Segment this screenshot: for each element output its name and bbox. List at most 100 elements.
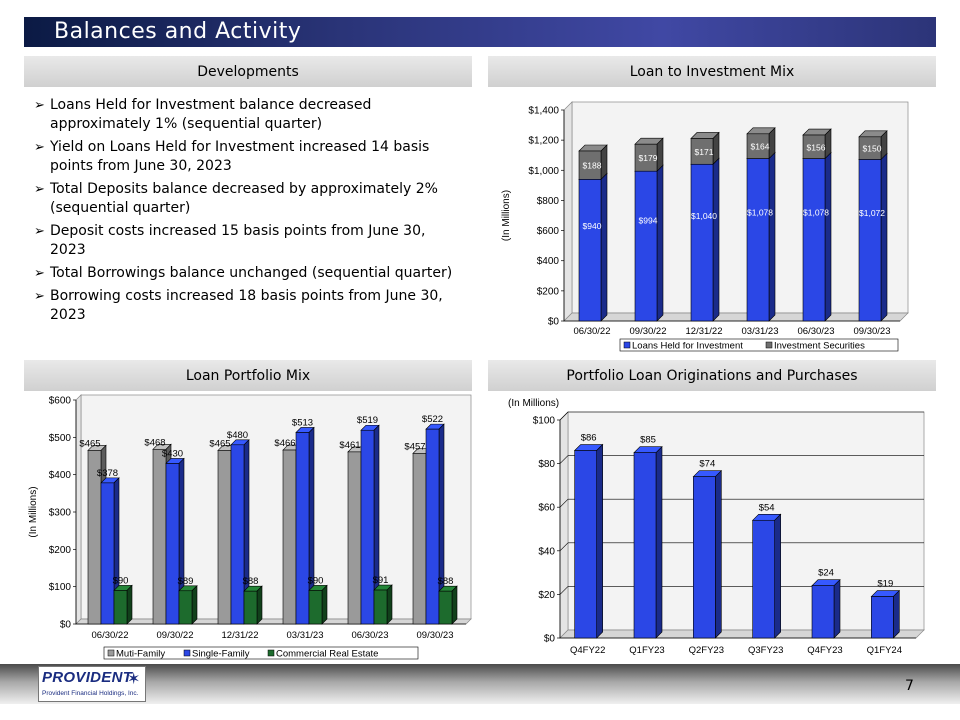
development-item: ➢ Loans Held for Investment balance decre… bbox=[34, 96, 474, 134]
y-tick-label: $400 bbox=[537, 256, 560, 267]
arrow-bullet-icon: ➢ bbox=[34, 224, 45, 239]
data-label: $522 bbox=[422, 414, 443, 425]
data-label: $54 bbox=[759, 502, 775, 513]
single-family-bar bbox=[230, 439, 250, 625]
x-tick-label: Q3FY23 bbox=[748, 645, 783, 656]
multi-family-bar-front bbox=[282, 449, 297, 625]
data-label: $24 bbox=[818, 568, 834, 579]
logo-star-icon: ✶ bbox=[127, 669, 141, 688]
single-family-bar-front bbox=[360, 429, 375, 625]
loans-held-bar bbox=[746, 151, 776, 322]
commercial-real-estate-bar-side bbox=[191, 585, 198, 625]
legend-label: Single-Family bbox=[192, 649, 250, 660]
plot-side-wall bbox=[75, 394, 82, 625]
data-label: $89 bbox=[178, 576, 194, 587]
data-label: $465 bbox=[209, 438, 230, 449]
investment-securities-bar bbox=[634, 137, 664, 172]
y-tick-label: $1,200 bbox=[528, 136, 559, 147]
legend-swatch bbox=[267, 649, 275, 657]
loans-held-bar bbox=[858, 152, 888, 322]
development-text-line: Borrowing costs increased 18 basis point… bbox=[50, 288, 443, 304]
y-tick-label: $1,400 bbox=[528, 106, 559, 117]
data-label: $88 bbox=[243, 576, 259, 587]
x-tick-label: 09/30/23 bbox=[417, 630, 454, 641]
commercial-real-estate-bar-front bbox=[308, 590, 323, 625]
origination-bar-side bbox=[893, 589, 900, 639]
commercial-real-estate-bar-front bbox=[178, 590, 193, 625]
single-family-bar-front bbox=[165, 463, 180, 625]
origination-bar-side bbox=[715, 469, 722, 639]
x-tick-label: 06/30/22 bbox=[574, 326, 611, 337]
multi-family-bar-front bbox=[412, 453, 427, 625]
y-tick-label: $0 bbox=[60, 620, 72, 631]
investment-securities-bar-front bbox=[802, 134, 826, 159]
x-tick-label: Q1FY23 bbox=[629, 645, 664, 656]
commercial-real-estate-bar bbox=[308, 584, 328, 625]
investment-securities-bar-side bbox=[656, 137, 664, 172]
gridline-diagonal bbox=[559, 586, 569, 595]
y-tick-label: $40 bbox=[538, 546, 555, 557]
x-tick-label: 09/30/22 bbox=[157, 630, 194, 641]
loans-held-bar-front bbox=[634, 170, 658, 322]
development-text-line: Total Borrowings balance unchanged (sequ… bbox=[50, 265, 453, 281]
data-label: $86 bbox=[581, 433, 597, 444]
commercial-real-estate-bar-side bbox=[386, 584, 393, 625]
loans-held-bar-front bbox=[802, 158, 826, 322]
developments-list: ➢ Loans Held for Investment balance decre… bbox=[34, 96, 474, 329]
logo-wordmark: PROVIDENT bbox=[42, 669, 133, 686]
origination-bar-front bbox=[633, 452, 657, 639]
commercial-real-estate-bar bbox=[113, 584, 133, 625]
data-label: $940 bbox=[583, 221, 602, 231]
development-item: ➢ Total Borrowings balance unchanged (seq… bbox=[34, 264, 474, 283]
development-item: ➢ Total Deposits balance decreased by app… bbox=[34, 180, 474, 218]
data-label: $19 bbox=[877, 579, 893, 590]
data-label: $468 bbox=[144, 437, 165, 448]
loans-held-bar-front bbox=[858, 159, 882, 322]
data-label: $156 bbox=[807, 142, 826, 152]
x-tick-label: Q1FY24 bbox=[867, 645, 902, 656]
loans-held-bar-side bbox=[600, 172, 608, 322]
commercial-real-estate-bar-front bbox=[438, 590, 453, 625]
plot-area bbox=[571, 101, 909, 314]
development-text-line: (sequential quarter) bbox=[50, 200, 191, 216]
page-title: Balances and Activity bbox=[54, 19, 302, 44]
arrow-bullet-icon: ➢ bbox=[34, 289, 45, 304]
y-tick-label: $500 bbox=[49, 433, 72, 444]
origination-bar bbox=[811, 578, 841, 639]
loans-held-bar-front bbox=[690, 163, 714, 322]
investment-securities-bar bbox=[690, 131, 720, 165]
y-tick-label: $80 bbox=[538, 459, 555, 470]
legend-swatch bbox=[765, 341, 773, 349]
gridline-diagonal bbox=[559, 498, 569, 508]
single-family-bar bbox=[165, 457, 185, 625]
data-label: $188 bbox=[583, 161, 602, 171]
plot-floor bbox=[559, 629, 925, 639]
origination-bar bbox=[870, 589, 901, 639]
x-tick-label: 12/31/22 bbox=[222, 630, 259, 641]
y-tick-label: $100 bbox=[49, 582, 72, 593]
gridline-diagonal bbox=[559, 542, 569, 552]
multi-family-bar-front bbox=[217, 450, 232, 625]
arrow-bullet-icon: ➢ bbox=[34, 266, 45, 281]
x-tick-label: 09/30/23 bbox=[854, 326, 891, 337]
commercial-real-estate-bar bbox=[243, 585, 263, 625]
single-family-bar-front bbox=[100, 482, 115, 625]
data-label: $164 bbox=[751, 142, 770, 152]
x-tick-label: Q4FY23 bbox=[807, 645, 842, 656]
investment-securities-bar-side bbox=[600, 144, 608, 181]
legend-swatch bbox=[107, 649, 115, 657]
development-text-line: Loans Held for Investment balance decrea… bbox=[50, 97, 372, 113]
legend-swatch bbox=[623, 341, 631, 349]
data-label: $513 bbox=[292, 417, 313, 428]
x-tick-label: 06/30/23 bbox=[798, 326, 835, 337]
data-label: $171 bbox=[695, 147, 714, 157]
y-tick-label: $300 bbox=[49, 508, 72, 519]
x-tick-label: 06/30/22 bbox=[92, 630, 129, 641]
loans-held-bar bbox=[690, 157, 720, 322]
arrow-bullet-icon: ➢ bbox=[34, 98, 45, 113]
loan-investment-chart: $0 $200 $400 $600 $800 $1,000 $1,200 $1,400 (In … bbox=[490, 92, 930, 356]
commercial-real-estate-bar-front bbox=[113, 590, 128, 625]
legend-swatch bbox=[183, 649, 191, 657]
y-tick-label: $600 bbox=[537, 226, 560, 237]
investment-securities-bar-front bbox=[634, 143, 658, 172]
